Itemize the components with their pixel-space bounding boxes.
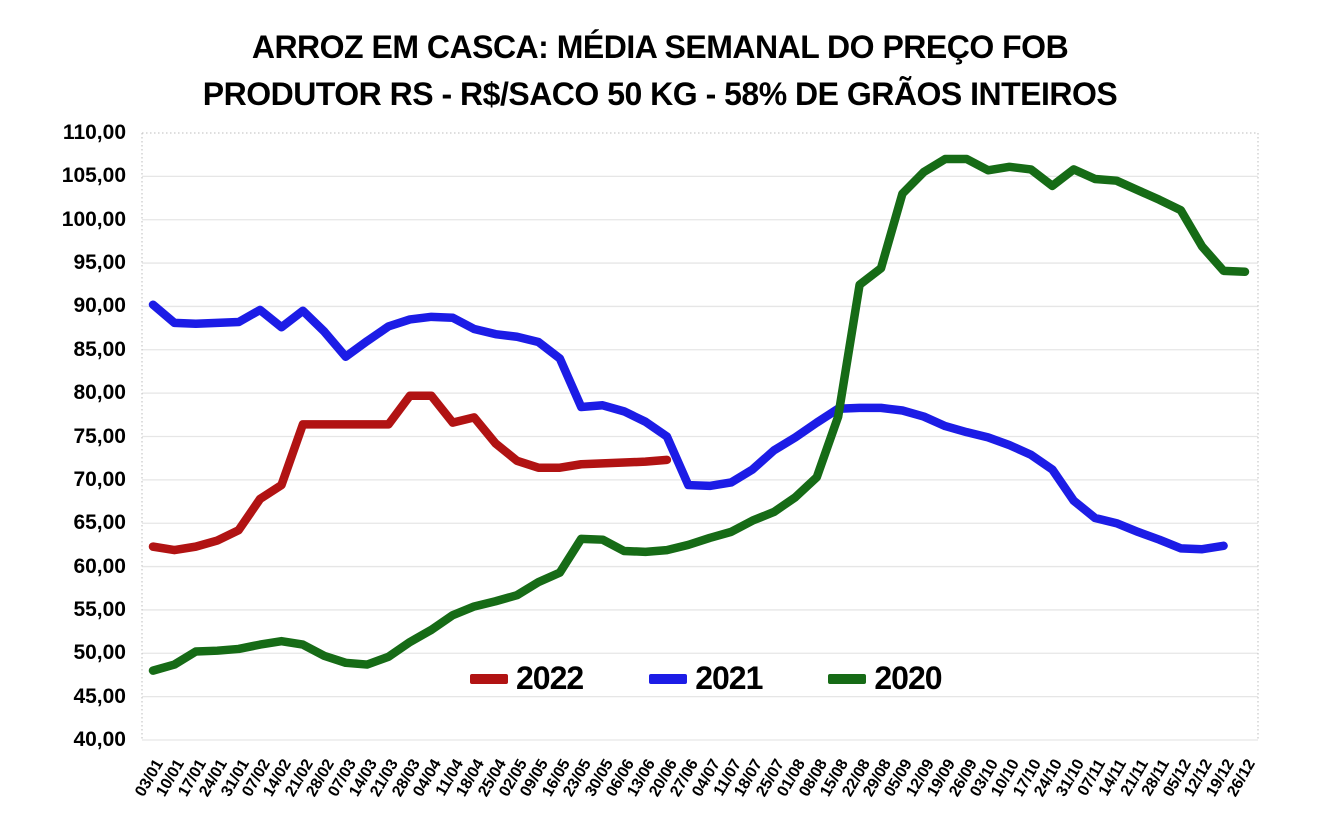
legend: 2022 2021 2020 — [470, 660, 943, 697]
series-line-2021 — [148, 300, 1228, 554]
series-line-2020 — [148, 154, 1250, 675]
legend-swatch-2020 — [828, 673, 867, 684]
legend-swatch-2021 — [649, 673, 688, 684]
y-axis-label-12: 50,00 — [73, 641, 126, 665]
y-axis-label-4: 90,00 — [73, 294, 126, 318]
y-axis-label-8: 70,00 — [73, 467, 126, 491]
y-axis-label-3: 95,00 — [73, 251, 126, 275]
y-axis-label-6: 80,00 — [73, 381, 126, 405]
chart-title-line1: ARROZ EM CASCA: MÉDIA SEMANAL DO PREÇO F… — [251, 29, 1069, 65]
legend-label-2021: 2021 — [695, 660, 763, 696]
y-axis-label-11: 55,00 — [73, 597, 126, 621]
series-line-2022 — [148, 391, 672, 555]
legend-item-2021: 2021 — [649, 660, 763, 697]
y-axis-label-10: 60,00 — [73, 554, 126, 578]
legend-swatch-2022 — [470, 673, 508, 684]
y-axis-label-7: 75,00 — [73, 424, 126, 448]
y-axis-label-13: 45,00 — [73, 684, 126, 708]
y-axis-label-0: 110,00 — [62, 121, 126, 144]
legend-label-2020: 2020 — [874, 660, 942, 696]
y-axis-label-1: 105,00 — [61, 164, 126, 188]
chart-title: ARROZ EM CASCA: MÉDIA SEMANAL DO PREÇO F… — [0, 24, 1320, 118]
legend-label-2022: 2022 — [516, 660, 584, 696]
legend-item-2020: 2020 — [828, 660, 943, 697]
y-axis-label-5: 85,00 — [73, 337, 126, 361]
y-axis-label-14: 40,00 — [73, 728, 126, 751]
y-axis-label-2: 100,00 — [61, 207, 126, 231]
chart-title-line2: PRODUTOR RS - R$/SACO 50 KG - 58% DE GRÃ… — [202, 76, 1118, 112]
y-axis-label-9: 65,00 — [73, 511, 126, 535]
legend-item-2022: 2022 — [470, 660, 584, 697]
